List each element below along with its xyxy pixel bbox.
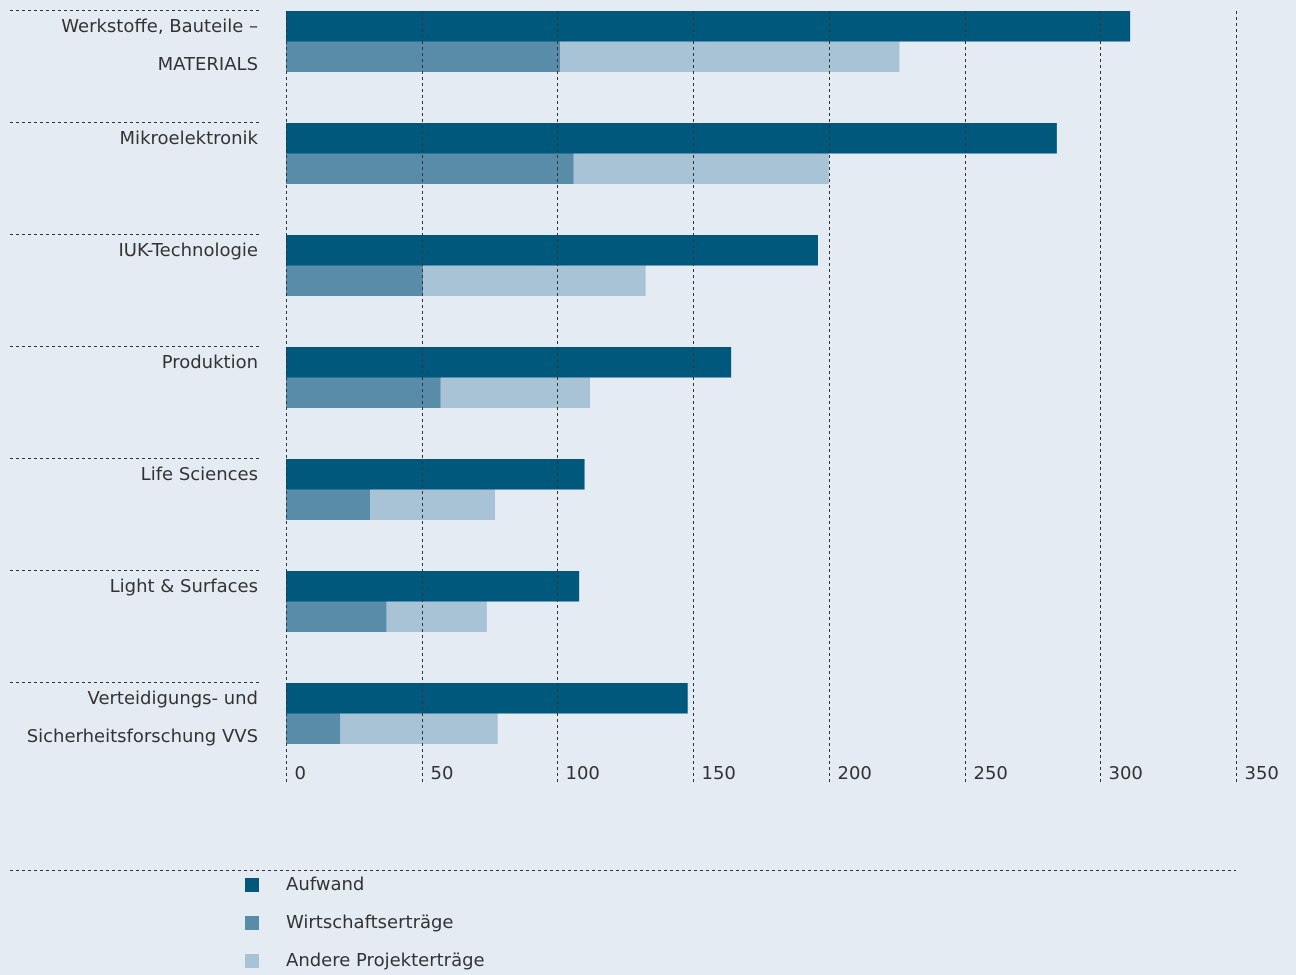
bar (286, 123, 1057, 154)
legend-swatch (245, 878, 259, 892)
category-label: Sicherheitsforschung VVS (27, 726, 258, 747)
bar (286, 41, 561, 72)
bar (286, 235, 818, 266)
x-tick-label: 0 (295, 763, 306, 784)
bar (286, 683, 688, 714)
x-tick-label: 250 (974, 763, 1008, 784)
legend-swatch (245, 916, 259, 930)
legend-swatch (245, 954, 259, 968)
category-label: Verteidigungs- und (88, 688, 258, 709)
bar (423, 265, 646, 296)
bar (286, 571, 580, 602)
bar (386, 601, 487, 632)
bar (286, 489, 371, 520)
category-label: IUK-Technologie (119, 240, 259, 261)
category-label: Life Sciences (141, 464, 258, 485)
bar (286, 601, 387, 632)
bar (286, 11, 1131, 42)
bar (440, 377, 590, 408)
x-tick-label: 100 (566, 763, 600, 784)
bar (370, 489, 495, 520)
bar (286, 713, 341, 744)
category-label: Mikroelektronik (120, 128, 259, 149)
legend-label: Aufwand (286, 874, 364, 895)
category-label: MATERIALS (158, 54, 258, 75)
bar (286, 377, 441, 408)
bar (560, 41, 900, 72)
bar (286, 153, 574, 184)
category-label: Light & Surfaces (110, 576, 258, 597)
category-label: Werkstoffe, Bauteile – (61, 16, 258, 37)
bar (286, 459, 585, 490)
legend-label: Wirtschaftserträge (286, 912, 454, 933)
bar (340, 713, 498, 744)
x-tick-label: 200 (838, 763, 872, 784)
legend-label: Andere Projekterträge (286, 950, 485, 971)
bar (286, 347, 732, 378)
bar (286, 265, 424, 296)
x-tick-label: 50 (431, 763, 454, 784)
x-tick-label: 150 (702, 763, 736, 784)
bar (573, 153, 829, 184)
x-tick-label: 300 (1109, 763, 1143, 784)
x-tick-label: 350 (1245, 763, 1279, 784)
category-label: Produktion (162, 352, 258, 373)
